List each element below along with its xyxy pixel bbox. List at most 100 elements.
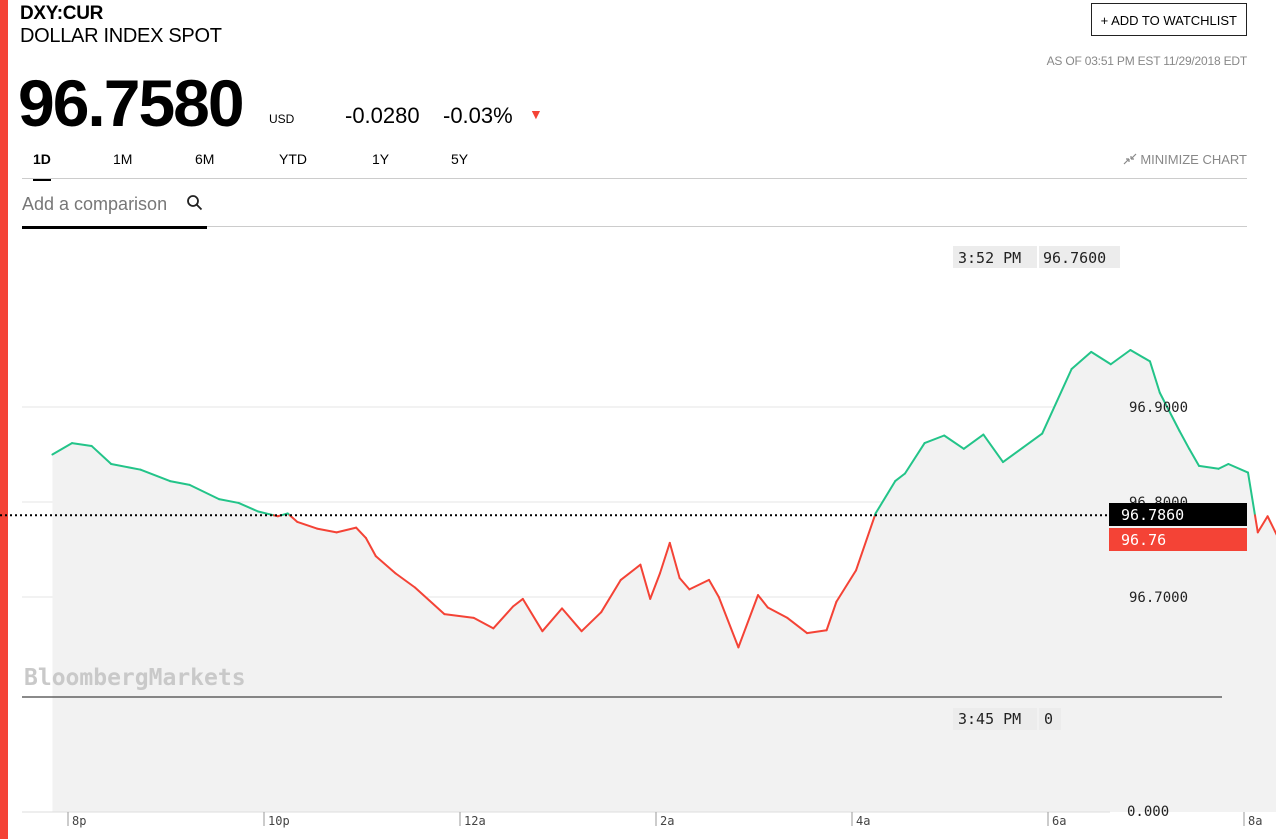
price-segment [943, 434, 965, 450]
price-segment [394, 572, 416, 589]
price-segment [825, 600, 838, 632]
price-segment [835, 569, 857, 603]
price-segment [541, 607, 563, 633]
x-tick-label: 2a [660, 814, 674, 828]
price-segment [51, 442, 73, 456]
security-name: DOLLAR INDEX SPOT [20, 25, 222, 47]
price-segment [639, 563, 652, 600]
price-line [51, 349, 1276, 649]
previous-close-value: 96.7860 [1121, 506, 1184, 524]
price-segment [316, 527, 338, 534]
price-segment [1070, 350, 1093, 370]
crosshair-label: 3:52 PM 96.7600 [953, 246, 1120, 268]
price-segment [737, 594, 759, 649]
price-segment [923, 434, 946, 445]
x-tick-label: 4a [856, 814, 870, 828]
minimize-arrows-icon [1123, 153, 1137, 165]
price-segment [561, 607, 583, 633]
watermark: BloombergMarkets [24, 665, 246, 691]
x-tick-label: 8a [1248, 814, 1262, 828]
tab-1m[interactable]: 1M [113, 151, 133, 167]
price-segment [894, 472, 906, 483]
accent-bar [0, 0, 8, 839]
crosshair-value: 96.7600 [1043, 249, 1106, 267]
price-segment [1002, 446, 1024, 464]
minimize-chart-label: MINIMIZE CHART [1140, 152, 1247, 167]
price-segment [1227, 463, 1249, 474]
price-segment [649, 572, 661, 600]
price-segment [1021, 432, 1044, 449]
price-segment [280, 512, 289, 517]
price-segment [786, 616, 808, 635]
price-segment [1149, 360, 1161, 394]
currency-label: USD [269, 112, 295, 126]
search-icon[interactable] [186, 194, 204, 212]
price-segment [288, 514, 299, 523]
price-segment [717, 596, 740, 649]
price-segment [443, 613, 475, 619]
as-of-timestamp: AS OF 03:51 PM EST 11/29/2018 EDT [1046, 54, 1248, 68]
tab-5y[interactable]: 5Y [451, 151, 469, 167]
add-to-watchlist-button[interactable]: + ADD TO WATCHLIST [1090, 3, 1247, 36]
x-tick-label: 10p [268, 814, 290, 828]
price-area-fill [52, 350, 1276, 812]
x-axis: 8p10p12a2a4a6a8a10a12p2p4p [22, 811, 1262, 828]
minimize-chart-button[interactable]: MINIMIZE CHART [1123, 152, 1247, 167]
price-segment [296, 520, 318, 530]
price-segment [708, 578, 720, 598]
price-segment [374, 555, 397, 575]
price-segment [1041, 368, 1073, 435]
comparison-divider [207, 226, 1247, 227]
price-segment [688, 578, 710, 591]
price-segment [1090, 350, 1112, 366]
price-segment [71, 442, 93, 447]
tab-ytd[interactable]: YTD [279, 151, 307, 167]
price-segment [678, 577, 691, 591]
price-segment [1198, 464, 1220, 470]
ticker-symbol: DXY:CUR [20, 3, 104, 24]
comparison-search[interactable]: Add a comparison [22, 189, 207, 229]
price-segment [1178, 429, 1191, 450]
price-segment [355, 526, 367, 540]
price-segment [365, 537, 377, 558]
price-segment [619, 563, 642, 581]
down-triangle-icon: ▼ [529, 106, 543, 122]
tab-1y[interactable]: 1Y [372, 151, 390, 167]
volume-crosshair-time: 3:45 PM [958, 710, 1021, 728]
price-segment [874, 480, 897, 515]
price-segment [962, 433, 985, 450]
price-segment [90, 444, 113, 465]
y-tick-label: 96.7000 [1129, 590, 1188, 606]
price-segment [414, 586, 446, 616]
last-price: 96.7580 [18, 66, 245, 140]
x-tick-label: 8p [72, 814, 86, 828]
tab-6m[interactable]: 6M [195, 151, 215, 167]
price-segment [1247, 471, 1256, 517]
price-segment [600, 578, 622, 614]
price-segment [492, 605, 514, 630]
price-segment [982, 433, 1004, 464]
price-segment [1109, 349, 1132, 366]
previous-close-label: 96.7860 [1109, 503, 1247, 526]
comparison-input[interactable]: Add a comparison [22, 194, 168, 214]
price-segment [472, 616, 495, 630]
price-segment [1129, 349, 1151, 363]
y-tick-label: 96.9000 [1129, 400, 1188, 416]
price-segment [1188, 447, 1200, 467]
price-segment [806, 629, 828, 635]
volume-crosshair-label: 3:45 PM 0 [953, 708, 1061, 730]
tab-1d[interactable]: 1D [33, 151, 51, 181]
price-segment [855, 514, 876, 572]
price-segment [1217, 463, 1230, 470]
price-segment [757, 594, 769, 609]
price-segment [110, 463, 142, 471]
net-change: -0.0280 [345, 103, 420, 128]
tabs-divider [22, 178, 1247, 179]
price-segment [512, 597, 524, 608]
price-segment [904, 442, 926, 475]
last-value-label: 96.76 [1109, 528, 1247, 551]
price-segment [1254, 514, 1259, 534]
price-segment [218, 498, 240, 504]
percent-change: -0.03% [443, 103, 513, 128]
